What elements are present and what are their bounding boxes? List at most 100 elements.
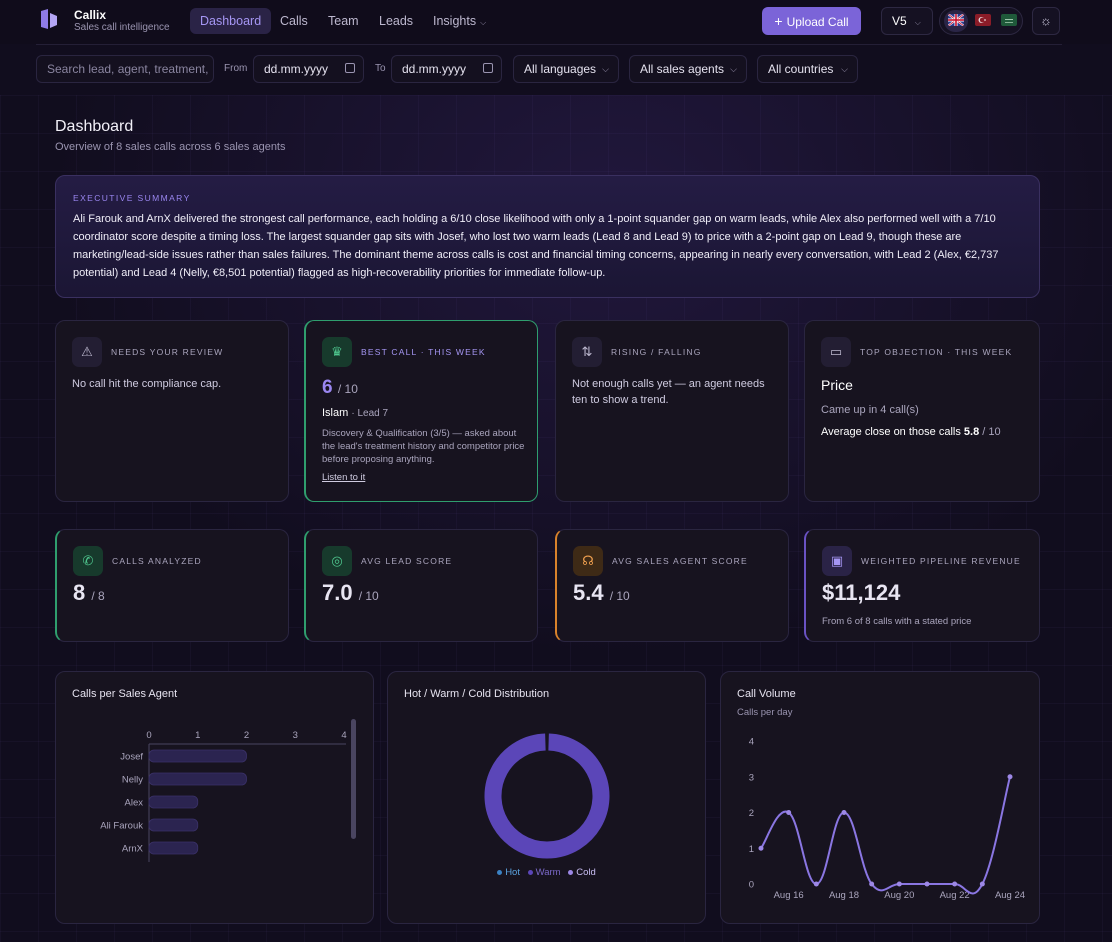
page-title: Dashboard xyxy=(55,118,134,135)
avg-agent-score-card: ☊ AVG SALES AGENT SCORE 5.4 / 10 xyxy=(555,529,789,642)
from-label: From xyxy=(224,63,248,74)
avg-lead-score-label: AVG LEAD SCORE xyxy=(361,556,453,566)
flag-saudi-icon[interactable] xyxy=(1001,14,1017,26)
nav-leads[interactable]: Leads xyxy=(379,14,414,28)
pipeline-revenue-card: ▣ WEIGHTED PIPELINE REVENUE $11,124 From… xyxy=(804,529,1040,642)
upload-call-button[interactable]: + Upload Call xyxy=(762,7,861,35)
calendar-icon xyxy=(345,63,355,73)
slice-warm xyxy=(484,733,610,859)
distribution-legend: Hot Warm Cold xyxy=(388,867,705,878)
best-call-agent: Islam · Lead 7 xyxy=(322,405,388,422)
calls-per-agent-title: Calls per Sales Agent xyxy=(72,688,178,700)
data-point-aug-23 xyxy=(979,881,985,887)
avg-agent-score-label: AVG SALES AGENT SCORE xyxy=(612,556,748,566)
plus-icon: + xyxy=(774,13,783,29)
nav-calls[interactable]: Calls xyxy=(280,14,308,28)
top-objection-card: ▭ TOP OBJECTION · THIS WEEK Price Came u… xyxy=(804,320,1040,502)
language-value: All languages xyxy=(524,62,597,76)
data-point-aug-18 xyxy=(841,810,847,815)
calls-analyzed-value: 8 / 8 xyxy=(73,580,105,606)
legend-hot[interactable]: Hot xyxy=(497,867,520,878)
best-call-card: ♛ BEST CALL · THIS WEEK 6 / 10 Islam · L… xyxy=(304,320,538,502)
legend-hot-label: Hot xyxy=(505,867,520,878)
calendar-icon xyxy=(483,63,493,73)
data-point-aug-16 xyxy=(786,810,792,815)
trend-text: Not enough calls yet — an agent needs te… xyxy=(572,378,765,406)
search-input[interactable]: Search lead, agent, treatment, xyxy=(36,55,214,83)
bar-label: Alex xyxy=(125,798,144,809)
search-placeholder: Search lead, agent, treatment, xyxy=(47,62,209,76)
objection-avg: Average close on those calls 5.8 / 10 xyxy=(821,424,1001,440)
legend-warm[interactable]: Warm xyxy=(527,867,561,878)
agent-select[interactable]: All sales agents ⌵ xyxy=(629,55,747,83)
from-date-input[interactable]: dd.mm.yyyy xyxy=(253,55,364,83)
call-volume-card: Call Volume Calls per day 0 1 2 3 4 Aug 16 Aug… xyxy=(720,671,1040,924)
to-date-value: dd.mm.yyyy xyxy=(402,62,467,76)
upload-call-label: Upload Call xyxy=(786,15,849,29)
series-line xyxy=(760,776,1011,895)
x-tick-label: Aug 18 xyxy=(829,890,859,901)
wallet-icon: ▣ xyxy=(822,546,852,576)
x-tick-label: Aug 22 xyxy=(940,890,970,901)
rising-falling-card: ⇅ RISING / FALLING Not enough calls yet … xyxy=(555,320,789,502)
nav-team[interactable]: Team xyxy=(328,14,359,28)
calls-per-agent-chart: 0 1 2 3 4 Josef Nelly Alex Ali Farouk ArnX xyxy=(100,730,347,862)
version-value: V5 xyxy=(892,14,907,28)
pipeline-revenue-label: WEIGHTED PIPELINE REVENUE xyxy=(861,556,1021,566)
avg-lead-score-den: / 10 xyxy=(358,589,379,603)
objection-avg-value: 5.8 xyxy=(963,426,980,438)
scrollbar[interactable] xyxy=(351,719,356,839)
from-date-value: dd.mm.yyyy xyxy=(264,62,329,76)
y-tick-label: 4 xyxy=(749,737,754,748)
objection-avg-den: / 10 xyxy=(982,426,1001,438)
chevron-down-icon: ⌵ xyxy=(730,64,737,74)
pipeline-revenue-value: $11,124 xyxy=(822,580,901,605)
x-tick-label: 4 xyxy=(341,730,346,741)
x-tick-label: 2 xyxy=(244,730,249,741)
needs-review-card: ⚠ NEEDS YOUR REVIEW No call hit the comp… xyxy=(55,320,289,502)
avg-lead-score-card: ◎ AVG LEAD SCORE 7.0 / 10 xyxy=(304,529,538,642)
nav-divider xyxy=(36,44,1062,45)
y-tick-label: 1 xyxy=(749,844,754,855)
nav-insights[interactable]: Insights ⌵ xyxy=(423,8,496,34)
language-switcher xyxy=(939,7,1023,35)
legend-warm-label: Warm xyxy=(535,867,561,878)
callix-logo-icon[interactable] xyxy=(36,7,62,33)
best-call-label: BEST CALL · THIS WEEK xyxy=(361,347,486,357)
listen-link[interactable]: Listen to it xyxy=(322,472,366,483)
legend-cold[interactable]: Cold xyxy=(568,867,596,878)
to-date-input[interactable]: dd.mm.yyyy xyxy=(391,55,502,83)
country-select[interactable]: All countries ⌵ xyxy=(757,55,858,83)
objection-count: Came up in 4 call(s) xyxy=(821,404,919,416)
x-tick-label: 3 xyxy=(293,730,298,741)
sun-icon[interactable]: ☼ xyxy=(1032,7,1060,35)
call-volume-chart: 0 1 2 3 4 Aug 16 Aug 18 Aug 20 Aug 22 Aug 24 xyxy=(749,737,1025,902)
flag-uk-icon[interactable] xyxy=(948,14,964,26)
calls-analyzed-label: CALLS ANALYZED xyxy=(112,556,202,566)
x-tick-label: Aug 16 xyxy=(774,890,804,901)
flag-turkey-icon[interactable] xyxy=(975,14,991,26)
objection-avg-label: Average close on those calls xyxy=(821,426,961,438)
bar-alex xyxy=(148,795,199,809)
nav-dashboard[interactable]: Dashboard xyxy=(190,8,272,34)
nav-insights-label: Insights xyxy=(433,14,477,28)
bar-josef xyxy=(148,749,247,763)
bar-label: ArnX xyxy=(122,844,144,855)
review-label: NEEDS YOUR REVIEW xyxy=(111,347,224,357)
x-tick-label: Aug 24 xyxy=(995,890,1025,901)
distribution-card: Hot / Warm / Cold Distribution Hot Warm … xyxy=(387,671,706,924)
best-call-score: 6 / 10 xyxy=(322,377,358,399)
x-tick-label: 0 xyxy=(146,730,151,741)
distribution-chart xyxy=(484,733,610,859)
version-select[interactable]: V5 ⌵ xyxy=(881,7,933,35)
bar-nelly xyxy=(148,772,247,786)
avg-agent-score-value: 5.4 / 10 xyxy=(573,580,630,606)
language-select[interactable]: All languages ⌵ xyxy=(513,55,619,83)
data-point-aug-22 xyxy=(952,881,958,887)
y-tick-label: 0 xyxy=(749,880,754,891)
review-text: No call hit the compliance cap. xyxy=(72,378,222,390)
chevron-down-icon: ⌵ xyxy=(841,64,848,74)
to-label: To xyxy=(375,63,386,74)
brand-name: Callix xyxy=(74,8,107,22)
best-call-score-den: / 10 xyxy=(337,382,358,396)
